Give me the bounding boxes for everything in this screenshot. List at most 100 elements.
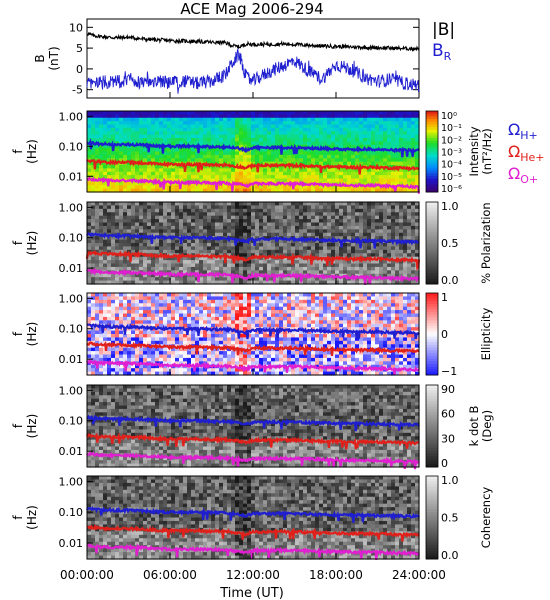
spectrogram-cell xyxy=(383,208,388,213)
spectrogram-cell xyxy=(323,205,328,210)
spectrogram-cell xyxy=(155,340,160,345)
spectrogram-cell xyxy=(323,208,328,213)
colorbar-swatch xyxy=(426,267,438,271)
spectrogram-cell xyxy=(95,299,100,304)
spectrogram-cell xyxy=(223,124,228,129)
spectrogram-cell xyxy=(107,243,112,248)
spectrogram-cell xyxy=(115,299,120,304)
spectrogram-cell xyxy=(215,344,220,349)
spectrogram-cell xyxy=(107,277,112,282)
spectrogram-cell xyxy=(211,270,216,275)
spectrogram-cell xyxy=(303,253,308,258)
spectrogram-cell xyxy=(387,273,392,278)
spectrogram-cell xyxy=(155,320,160,325)
spectrogram-cell xyxy=(187,222,192,227)
spectrogram-cell xyxy=(279,185,284,190)
spectrogram-cell xyxy=(339,141,344,146)
spectrogram-cell xyxy=(315,222,320,227)
colorbar-swatch xyxy=(426,143,438,147)
spectrogram-cell xyxy=(191,263,196,268)
spectrogram-cell xyxy=(191,124,196,129)
spectrogram-cell xyxy=(407,151,412,156)
spectrogram-cell xyxy=(347,134,352,139)
spectrogram-cell xyxy=(131,253,136,258)
spectrogram-cell xyxy=(291,134,296,139)
spectrogram-cell xyxy=(283,161,288,166)
spectrogram-cell xyxy=(127,175,132,180)
spectrogram-cell xyxy=(359,270,364,275)
spectrogram-cell xyxy=(163,222,168,227)
spectrogram-cell xyxy=(191,306,196,311)
spectrogram-cell xyxy=(231,117,236,122)
spectrogram-cell xyxy=(111,368,116,373)
spectrogram-cell xyxy=(139,357,144,362)
spectrogram-cell xyxy=(123,161,128,166)
spectrogram-cell xyxy=(207,334,212,339)
spectrogram-cell xyxy=(175,232,180,237)
spectrogram-cell xyxy=(203,225,208,230)
spectrogram-cell xyxy=(203,323,208,328)
spectrogram-cell xyxy=(267,246,272,251)
spectrogram-cell xyxy=(331,144,336,149)
spectrogram-cell xyxy=(347,277,352,282)
spectrogram-cell xyxy=(127,185,132,190)
spectrogram-cell xyxy=(207,256,212,261)
spectrogram-cell xyxy=(107,111,112,115)
spectrogram-cell xyxy=(247,175,252,180)
spectrogram-cell xyxy=(263,134,268,139)
b-field-y-label: B(nT) xyxy=(33,46,61,70)
spectrogram-cell xyxy=(359,168,364,173)
spectrogram-cell xyxy=(371,127,376,132)
spectrogram-cell xyxy=(143,277,148,282)
spectrogram-cell xyxy=(379,273,384,278)
spectrogram-cell xyxy=(375,253,380,258)
spectrogram-cell xyxy=(275,124,280,129)
spectrogram-cell xyxy=(351,161,356,166)
spectrogram-cell xyxy=(211,124,216,129)
spectrogram-cell xyxy=(123,323,128,328)
spectrogram-cell xyxy=(323,260,328,265)
spectrogram-cell xyxy=(183,114,188,119)
spectrogram-cell xyxy=(227,337,232,342)
spectrogram-cell xyxy=(239,131,244,136)
spectrogram-cell xyxy=(383,222,388,227)
spectrogram-cell xyxy=(247,131,252,136)
spectrogram-cell xyxy=(283,270,288,275)
spectrogram-cell xyxy=(259,246,264,251)
spectrogram-cell xyxy=(99,127,104,132)
spectrogram-cell xyxy=(151,263,156,268)
spectrogram-cell xyxy=(127,340,132,345)
spectrogram-cell xyxy=(127,117,132,122)
spectrogram-cell xyxy=(163,310,168,315)
spectrogram-cell xyxy=(295,266,300,271)
spectrogram-cell xyxy=(299,263,304,268)
colorbar-swatch xyxy=(426,281,438,285)
spectrogram-cell xyxy=(99,277,104,282)
spectrogram-cell xyxy=(127,127,132,132)
spectrogram-cell xyxy=(271,111,276,115)
spectrogram-cell xyxy=(303,138,308,142)
spectrogram-cell xyxy=(123,266,128,271)
spectrogram-cell xyxy=(287,124,292,129)
spectrogram-cell xyxy=(351,127,356,132)
spectrogram-cell xyxy=(123,222,128,227)
spectrogram-cell xyxy=(383,202,388,207)
spectrogram-cell xyxy=(235,249,240,254)
spectrogram-cell xyxy=(287,202,292,207)
spectrogram-cell xyxy=(407,114,412,119)
spectrogram-cell xyxy=(375,131,380,136)
spectrogram-cell xyxy=(379,134,384,139)
spectrogram-cell xyxy=(319,205,324,210)
spectrogram-cell xyxy=(143,141,148,146)
spectrogram-cell xyxy=(115,175,120,180)
spectrogram-cell xyxy=(211,131,216,136)
spectrogram-cell xyxy=(299,117,304,122)
spectrogram-cell xyxy=(87,148,92,153)
spectrogram-cell xyxy=(251,263,256,268)
spectrogram-cell xyxy=(275,127,280,132)
spectrogram-cell xyxy=(103,229,108,234)
spectrogram-cell xyxy=(315,134,320,139)
spectrogram-cell xyxy=(291,117,296,122)
spectrogram-cell xyxy=(231,337,236,342)
spectrogram-cell xyxy=(103,256,108,261)
